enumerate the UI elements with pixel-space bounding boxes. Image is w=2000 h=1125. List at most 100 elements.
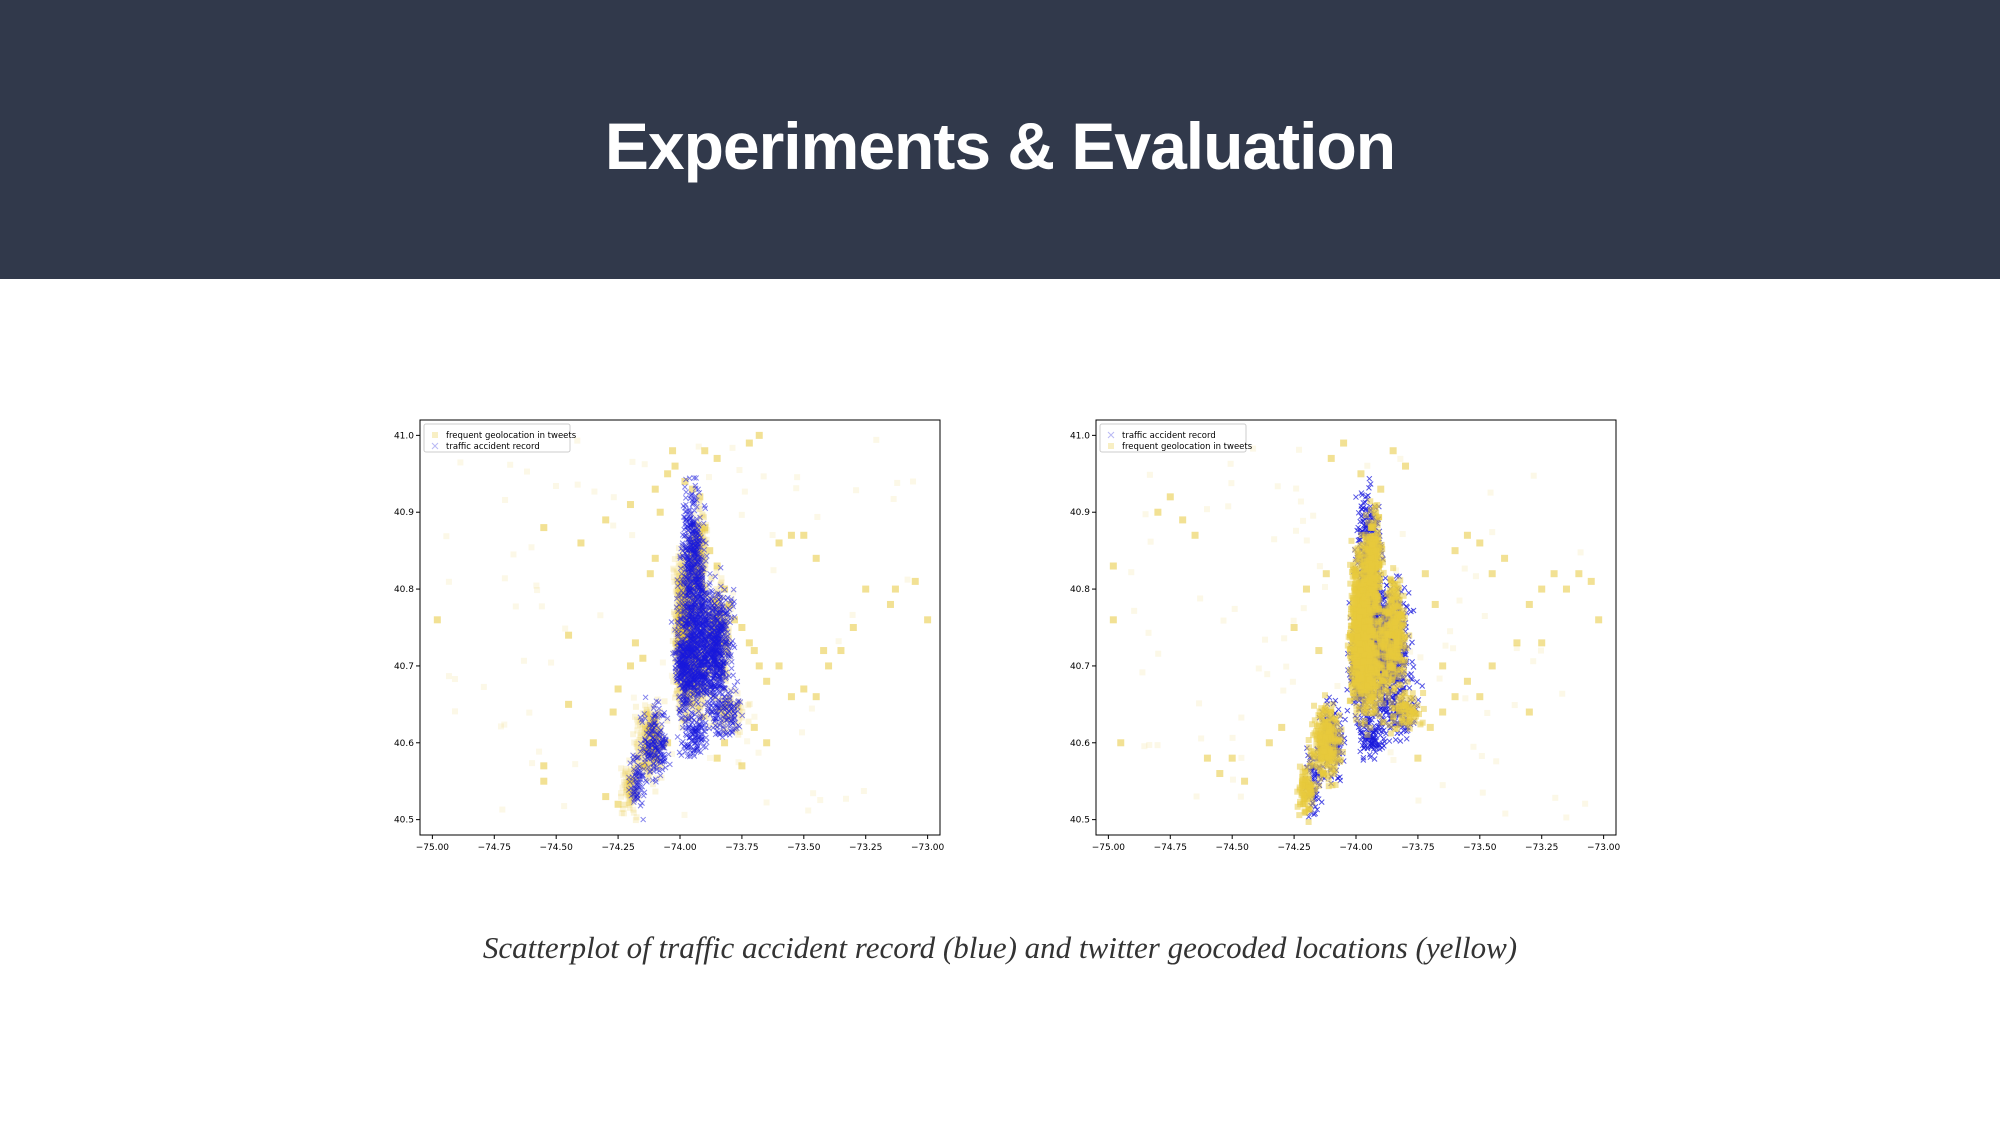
accident-point: [657, 772, 664, 779]
tweet-cloud-point: [639, 737, 646, 744]
accident-point: [707, 661, 714, 668]
accident-point: [687, 582, 693, 589]
tweet-cloud-point: [723, 615, 730, 622]
tweet-cloud-point: [708, 576, 715, 583]
tweet-cloud-point: [676, 594, 683, 601]
tweet-point: [614, 800, 622, 808]
tweet-faint-point: [510, 551, 517, 558]
tweet-faint-point: [770, 567, 777, 574]
accident-point: [714, 705, 721, 711]
tweet-cloud-point: [643, 706, 650, 713]
accident-point: [727, 722, 734, 729]
tweet-faint-point: [501, 721, 508, 728]
accident-point: [702, 744, 709, 751]
tweet-faint-point: [894, 479, 901, 486]
accident-point: [1353, 494, 1359, 500]
tweet-cloud-point: [696, 529, 703, 536]
accident-point: [642, 736, 648, 742]
accident-point: [691, 546, 698, 552]
accident-point: [723, 712, 729, 718]
tweet-cloud-point: [634, 738, 641, 745]
tweet-cloud-point: [652, 788, 659, 795]
tweet-faint-point: [572, 761, 579, 768]
tweet-cloud-point: [679, 619, 686, 626]
accident-point: [691, 519, 698, 526]
tweet-cloud-point: [690, 582, 697, 589]
accident-point: [680, 603, 687, 609]
tweet-cloud-point: [629, 796, 636, 803]
accident-point: [689, 636, 696, 643]
tweet-cloud-point: [725, 639, 732, 646]
tweet-cloud-point: [623, 791, 630, 798]
tweet-cloud-point: [676, 611, 683, 618]
tweet-point: [713, 454, 721, 462]
accident-point: [657, 757, 664, 764]
accident-point: [696, 614, 702, 621]
tweet-cloud-point: [692, 525, 699, 532]
tweet-cloud-point: [697, 529, 704, 536]
tweet-cloud-point: [674, 687, 681, 694]
accident-point: [687, 729, 694, 736]
accident-point: [673, 604, 680, 610]
tweet-cloud-point: [670, 678, 677, 685]
tweet-cloud-point: [701, 528, 708, 535]
accident-point: [696, 670, 702, 677]
tweet-point: [812, 554, 820, 562]
tweet-cloud-point: [644, 716, 651, 723]
accident-point: [702, 558, 709, 564]
tweet-faint-point: [805, 807, 812, 814]
tweet-faint-point: [497, 723, 504, 730]
tweet-cloud-point: [631, 713, 638, 720]
accident-point: [656, 705, 662, 712]
legend-label: traffic accident record: [446, 442, 540, 452]
tweet-faint-point: [574, 437, 581, 444]
tweet-cloud-point: [696, 497, 703, 504]
accident-point: [691, 521, 697, 528]
tweet-cloud-point: [690, 700, 697, 707]
accident-point: [691, 497, 698, 504]
tweet-cloud-point: [625, 791, 632, 798]
tweet-faint-point: [520, 657, 527, 664]
tweet-faint-point: [445, 673, 452, 680]
tweet-cloud-point: [625, 801, 632, 808]
tweet-cloud-point: [677, 611, 684, 618]
accident-point: [687, 671, 694, 678]
accident-point: [683, 574, 689, 580]
accident-point: [682, 645, 689, 651]
tweet-cloud-point: [626, 804, 633, 811]
accident-point: [701, 685, 708, 692]
tweet-point: [763, 739, 771, 747]
accident-point: [720, 659, 727, 666]
tweet-cloud-point: [698, 701, 705, 708]
tweet-cloud-point: [637, 755, 644, 762]
accident-point: [684, 665, 691, 672]
accident-point: [679, 624, 686, 630]
tweet-point: [763, 677, 771, 685]
tweet-cloud-point: [684, 596, 691, 603]
tweet-cloud-point: [637, 742, 644, 749]
accident-point: [713, 645, 720, 652]
accident-point: [678, 587, 685, 594]
tweet-point: [646, 570, 654, 578]
tweet-faint-point: [755, 749, 762, 756]
tweet-cloud-point: [641, 742, 648, 749]
accident-point: [689, 585, 695, 592]
tweet-cloud-point: [674, 628, 681, 635]
tweet-point: [726, 600, 734, 608]
tweet-faint-point: [512, 603, 519, 610]
accident-point: [676, 749, 683, 756]
accident-point: [709, 637, 715, 643]
tweet-point: [738, 624, 746, 631]
accident-point: [715, 704, 721, 711]
accident-point: [710, 675, 716, 682]
tweet-cloud-point: [700, 514, 707, 521]
tweet-cloud-point: [634, 727, 641, 734]
tweet-cloud-point: [632, 765, 639, 772]
tweet-faint-point: [528, 544, 535, 551]
accident-point: [645, 764, 652, 770]
tweet-cloud-point: [642, 733, 649, 740]
accident-point: [691, 753, 698, 759]
tweet-cloud-point: [652, 733, 659, 740]
accident-point: [683, 489, 689, 495]
accident-point: [693, 475, 699, 481]
